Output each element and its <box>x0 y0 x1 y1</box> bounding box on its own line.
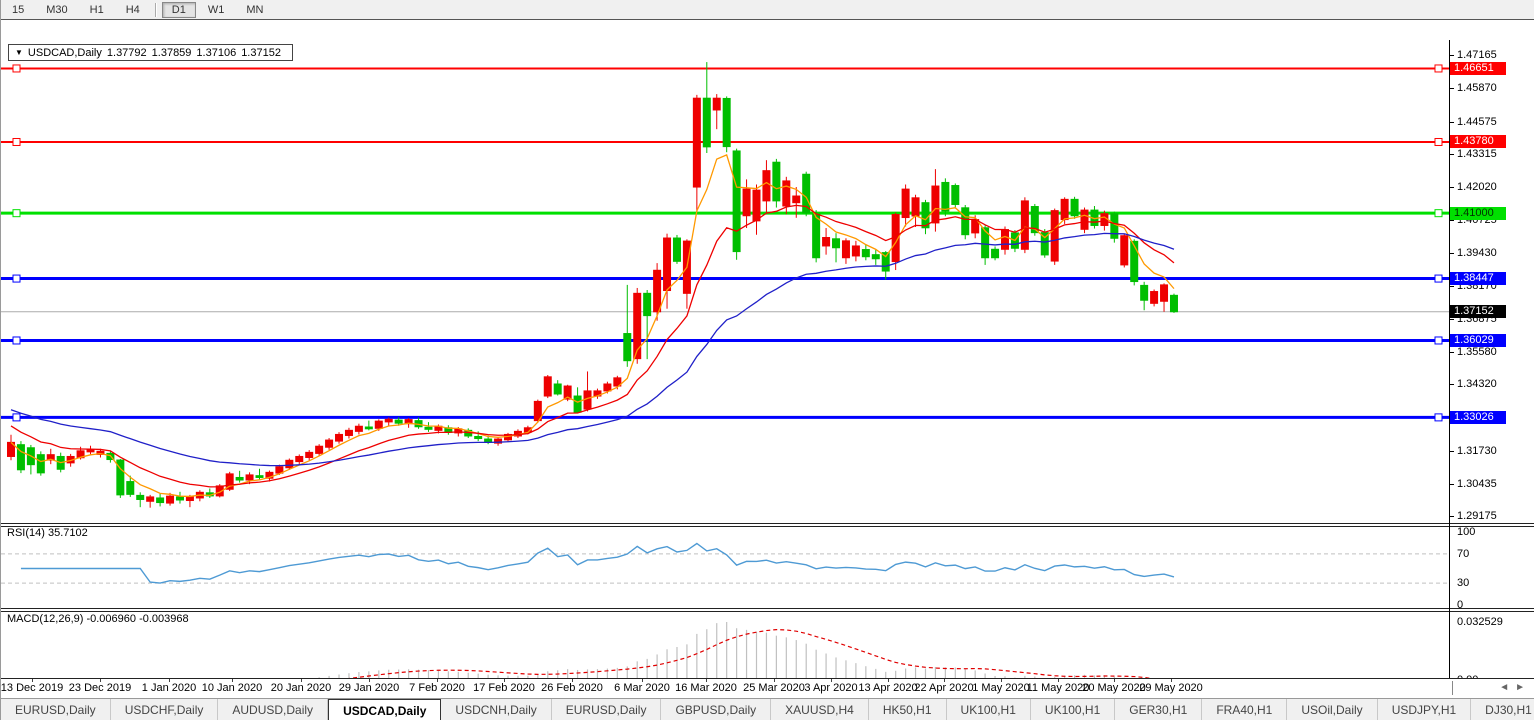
date-axis: ◄► 13 Dec 2019 23 Dec 2019 1 Jan 2020 10 Ja… <box>1 678 1534 698</box>
date-label: 3 Apr 2020 <box>804 682 858 694</box>
line-handle[interactable] <box>1434 413 1443 422</box>
line-price-label: 1.46651 <box>1450 61 1506 75</box>
line-price-label: 1.41000 <box>1450 206 1506 220</box>
line-handle[interactable] <box>12 209 21 218</box>
line-handle[interactable] <box>1434 274 1443 283</box>
price-tick-label: 1.31730 <box>1457 444 1497 457</box>
price-tick-label: 1.35580 <box>1457 345 1497 358</box>
tab-uk100-h1[interactable]: UK100,H1 <box>947 699 1031 720</box>
price-tick-label: 1.29175 <box>1457 510 1497 522</box>
quote-low: 1.37106 <box>196 46 237 59</box>
timeframe-button-m30[interactable]: M30 <box>46 3 68 16</box>
line-handle[interactable] <box>12 64 21 73</box>
tab-gbpusd-daily[interactable]: GBPUSD,Daily <box>661 699 772 720</box>
date-label: 13 Dec 2019 <box>0 682 64 694</box>
current-price-label: 1.37152 <box>1450 305 1506 319</box>
tab-uk100-h1[interactable]: UK100,H1 <box>1031 699 1116 720</box>
tab-usdcad-daily[interactable]: USDCAD,Daily <box>328 699 442 720</box>
date-label: 13 Apr 2020 <box>858 682 918 694</box>
tab-hk50-h1[interactable]: HK50,H1 <box>869 699 947 720</box>
date-label: 7 Feb 2020 <box>409 682 465 694</box>
quote-close: 1.37152 <box>241 46 281 59</box>
rsi-axis-label: 70 <box>1457 547 1470 560</box>
price-chart-canvas[interactable] <box>1 40 1449 522</box>
date-label: 1 Jan 2020 <box>141 682 197 694</box>
quote-symbol: USDCAD,Daily <box>27 46 102 59</box>
date-label: 10 Jan 2020 <box>201 682 263 694</box>
rsi-axis-label: 0 <box>1457 599 1464 611</box>
date-label: 17 Feb 2020 <box>473 682 535 694</box>
price-tick-label: 1.42020 <box>1457 181 1497 194</box>
price-tick-label: 1.34320 <box>1457 378 1497 391</box>
date-label: 20 Jan 2020 <box>270 682 332 694</box>
timeframe-button-mn[interactable]: MN <box>246 3 264 16</box>
symbol-tab-bar: EURUSD,Daily USDCHF,Daily AUDUSD,Daily USDC… <box>1 698 1534 720</box>
timeframe-button-h1[interactable]: H1 <box>89 3 104 16</box>
tab-ger30-h1[interactable]: GER30,H1 <box>1115 699 1203 720</box>
tab-usoil-daily[interactable]: USOil,Daily <box>1287 699 1378 720</box>
line-handle[interactable] <box>1434 336 1443 345</box>
date-label: 20 May 2020 <box>1082 682 1146 694</box>
date-label: 6 Mar 2020 <box>614 682 670 694</box>
toolbar-separator <box>154 2 157 17</box>
line-price-label: 1.38447 <box>1450 272 1506 286</box>
tab-audusd-daily[interactable]: AUDUSD,Daily <box>218 699 329 720</box>
price-tick-label: 1.39430 <box>1457 247 1497 260</box>
scrollbar-arrows[interactable]: ◄► <box>1499 682 1531 693</box>
scroll-right-icon[interactable]: ► <box>1515 682 1531 693</box>
quote-box[interactable]: ▼ USDCAD,Daily 1.37792 1.37859 1.37106 1… <box>8 44 293 61</box>
tab-usdjpy-h1[interactable]: USDJPY,H1 <box>1378 699 1472 720</box>
date-label: 26 Feb 2020 <box>541 682 603 694</box>
tab-xauusd-h4[interactable]: XAUUSD,H4 <box>771 699 869 720</box>
tab-eurusd-daily[interactable]: EURUSD,Daily <box>1 699 111 720</box>
line-handle[interactable] <box>12 336 21 345</box>
rsi-axis-label: 30 <box>1457 577 1470 590</box>
date-label: 11 May 2020 <box>1026 682 1090 694</box>
date-label: 1 May 2020 <box>972 682 1030 694</box>
timeframe-button-d1[interactable]: D1 <box>161 1 196 18</box>
date-label: 29 Jan 2020 <box>338 682 400 694</box>
line-handle[interactable] <box>1434 64 1443 73</box>
scroll-left-icon[interactable]: ◄ <box>1499 682 1516 693</box>
date-label: 16 Mar 2020 <box>675 682 737 694</box>
quote-high: 1.37859 <box>151 46 192 59</box>
date-label: 22 Apr 2020 <box>914 682 974 694</box>
price-tick-label: 1.47165 <box>1457 49 1497 62</box>
price-tick-label: 1.45870 <box>1457 82 1497 95</box>
timeframe-button-w1[interactable]: W1 <box>207 3 225 16</box>
timeframe-toolbar: 15 M30 H1 H4 D1 W1 MN <box>1 0 1534 20</box>
rsi-panel-canvas[interactable] <box>1 525 1449 608</box>
line-price-label: 1.33026 <box>1450 410 1506 424</box>
price-tick-label: 1.30435 <box>1457 477 1497 490</box>
line-handle[interactable] <box>12 274 21 283</box>
tab-fra40-h1[interactable]: FRA40,H1 <box>1202 699 1288 720</box>
tab-usdcnh-daily[interactable]: USDCNH,Daily <box>441 699 552 720</box>
line-handle[interactable] <box>12 137 21 146</box>
price-tick-label: 1.44575 <box>1457 115 1497 128</box>
macd-axis-label: 0.032529 <box>1457 616 1503 628</box>
date-label: 23 Dec 2019 <box>68 682 132 694</box>
line-price-label: 1.43780 <box>1450 135 1506 149</box>
rsi-axis-label: 100 <box>1457 526 1476 538</box>
price-axis <box>1449 40 1450 717</box>
line-handle[interactable] <box>12 413 21 422</box>
tab-eurusd-daily[interactable]: EURUSD,Daily <box>552 699 662 720</box>
scrollbar-thumb[interactable] <box>1452 681 1453 695</box>
timeframe-button-h4[interactable]: H4 <box>125 3 140 16</box>
quote-open: 1.37792 <box>106 46 147 59</box>
line-handle[interactable] <box>1434 209 1443 218</box>
tab-dj30-h1[interactable]: DJ30,H1 <box>1471 699 1534 720</box>
rsi-label: RSI(14) 35.7102 <box>7 527 88 539</box>
macd-label: MACD(12,26,9) -0.006960 -0.003968 <box>7 613 189 625</box>
date-label: 29 May 2020 <box>1139 682 1203 694</box>
chart-area[interactable]: ▼ USDCAD,Daily 1.37792 1.37859 1.37106 1… <box>1 20 1534 717</box>
line-handle[interactable] <box>1434 137 1443 146</box>
tab-usdchf-daily[interactable]: USDCHF,Daily <box>111 699 219 720</box>
line-price-label: 1.36029 <box>1450 333 1506 347</box>
chevron-down-icon[interactable]: ▼ <box>15 48 23 57</box>
price-tick-label: 1.43315 <box>1457 147 1497 160</box>
date-label: 25 Mar 2020 <box>743 682 805 694</box>
timeframe-button-15[interactable]: 15 <box>12 3 25 16</box>
